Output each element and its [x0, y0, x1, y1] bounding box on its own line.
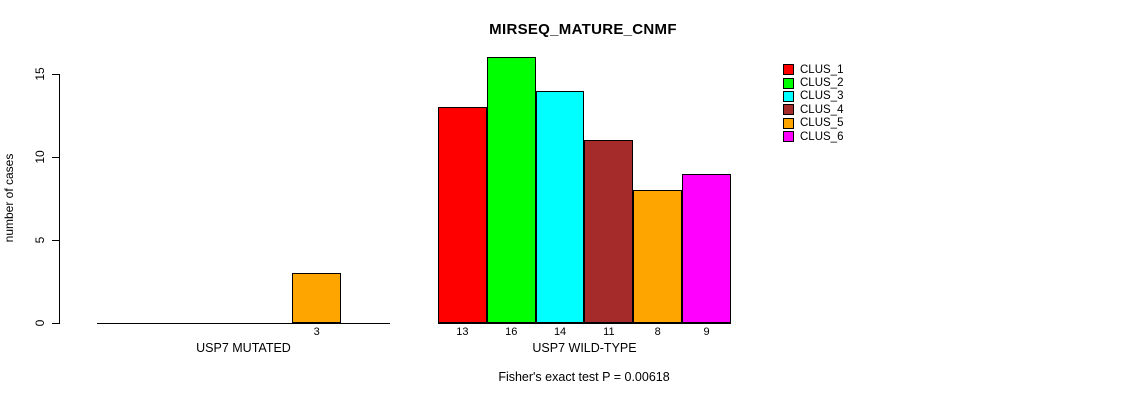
y-axis-title: number of cases	[2, 153, 16, 243]
group-baseline	[97, 323, 390, 324]
legend-swatch-icon	[783, 77, 794, 89]
group-label: USP7 WILD-TYPE	[532, 341, 637, 355]
bar-value-label: 9	[703, 326, 710, 338]
bar-value-label: 8	[654, 326, 661, 338]
bar-value-label: 11	[603, 326, 615, 338]
legend-label: CLUS_4	[800, 103, 844, 116]
y-tick-mark	[52, 323, 59, 324]
legend-row: CLUS_4	[783, 103, 843, 116]
legend-swatch-icon	[783, 90, 794, 102]
y-tick-label: 15	[33, 67, 47, 81]
legend-swatch-icon	[783, 104, 794, 116]
bar-value-label: 13	[456, 326, 469, 338]
legend-row: CLUS_2	[783, 76, 843, 89]
bar-clus_1	[438, 107, 487, 323]
legend: CLUS_1 CLUS_2 CLUS_3 CLUS_4 CLUS_5 CLUS_6	[783, 63, 843, 143]
legend-row: CLUS_1	[783, 63, 843, 76]
bar-value-label: 16	[505, 326, 518, 338]
legend-label: CLUS_2	[800, 77, 844, 90]
legend-row: CLUS_3	[783, 90, 843, 103]
legend-label: CLUS_3	[800, 90, 844, 103]
y-axis-line	[59, 74, 60, 324]
bar-clus_4	[584, 140, 634, 323]
fisher-test-annotation: Fisher's exact test P = 0.00618	[498, 370, 670, 384]
group-baseline	[438, 323, 731, 324]
y-tick-mark	[52, 74, 59, 75]
bar-clus_5	[292, 273, 342, 323]
legend-row: CLUS_6	[783, 130, 843, 143]
group-label: USP7 MUTATED	[196, 341, 291, 355]
legend-row: CLUS_5	[783, 117, 843, 130]
legend-swatch-icon	[783, 131, 794, 143]
legend-label: CLUS_6	[800, 130, 844, 143]
legend-label: CLUS_5	[800, 117, 844, 130]
y-tick-label: 0	[33, 319, 47, 327]
bar-clus_2	[486, 57, 536, 323]
legend-swatch-icon	[783, 64, 794, 76]
bar-value-label: 3	[313, 326, 320, 338]
y-tick-mark	[52, 240, 59, 241]
y-tick-mark	[52, 157, 59, 158]
chart-title: MIRSEQ_MATURE_CNMF	[489, 21, 677, 38]
bar-clus_5	[633, 190, 683, 323]
bar-clus_6	[682, 173, 731, 323]
legend-swatch-icon	[783, 117, 794, 129]
y-tick-label: 10	[33, 150, 47, 164]
bar-clus_3	[535, 90, 585, 323]
y-tick-label: 5	[33, 236, 47, 244]
bar-value-label: 14	[553, 326, 567, 338]
legend-label: CLUS_1	[800, 63, 844, 76]
